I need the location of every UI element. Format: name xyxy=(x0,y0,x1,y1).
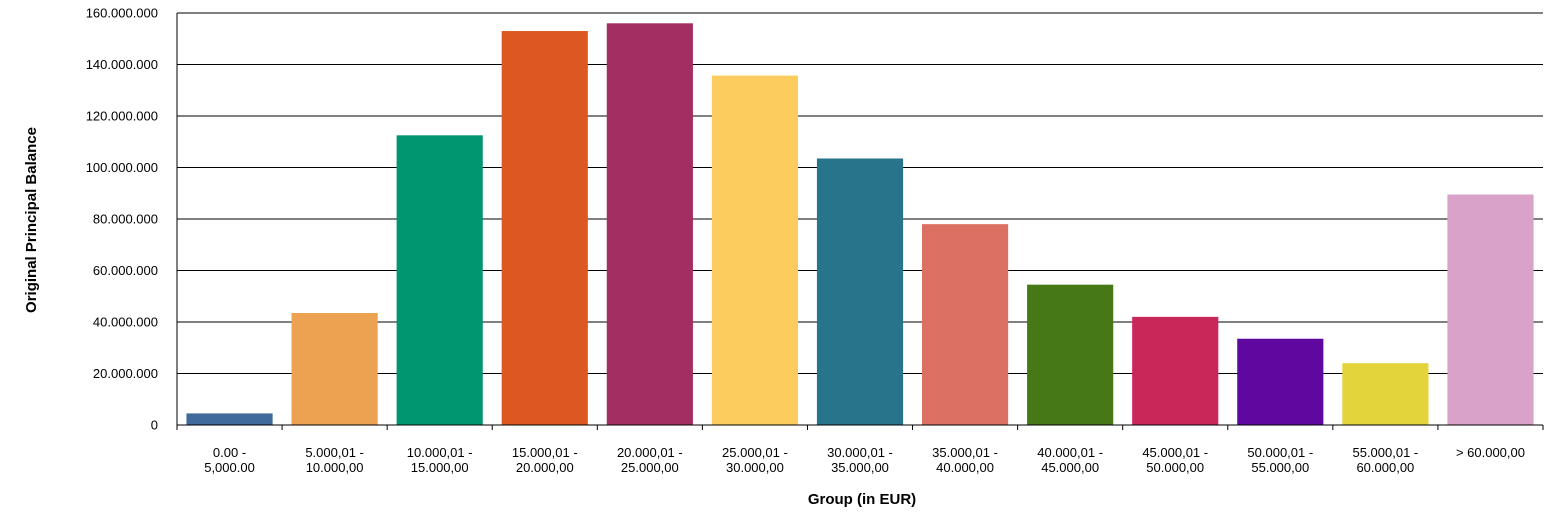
x-tick-labels: 0.00 -5,000.00 5.000,01 -10.000,00 10.000,… xyxy=(204,445,1525,475)
x-tick-label: 50.000,01 -55.000,00 xyxy=(1247,445,1313,475)
x-tick-label: 15.000,01 -20.000,00 xyxy=(512,445,578,475)
bars xyxy=(186,23,1534,426)
y-tick-label: 140.000.000 xyxy=(86,57,158,72)
y-tick-label: 120.000.000 xyxy=(86,109,158,124)
y-tick-label: 160.000.000 xyxy=(86,6,158,21)
x-axis-title: Group (in EUR) xyxy=(808,491,916,508)
y-tick-label: 60.000.000 xyxy=(93,263,158,278)
bar xyxy=(921,224,1009,425)
bar xyxy=(1027,284,1114,425)
y-tick-label: 40.000.000 xyxy=(93,315,158,330)
x-tick-label: 30.000,01 -35.000,00 xyxy=(827,445,893,475)
x-tick-label: 35.000,01 -40.000,00 xyxy=(932,445,998,475)
y-tick-label: 100.000.000 xyxy=(86,160,158,175)
bar xyxy=(501,31,588,426)
y-tick-labels: 0 20.000.000 40.000.000 60.000.000 80.000.00… xyxy=(86,6,158,433)
bar xyxy=(396,135,483,425)
bar xyxy=(816,158,904,426)
x-tick-label: 10.000,01 -15.000,00 xyxy=(407,445,473,475)
axes xyxy=(176,13,1544,430)
bar xyxy=(291,312,378,425)
bar xyxy=(711,75,799,425)
x-tick-label: 55.000,01 -60.000,00 xyxy=(1352,445,1418,475)
x-tick-label: 40.000,01 -45.000,00 xyxy=(1037,445,1103,475)
y-axis-title: Original Principal Balance xyxy=(23,127,40,313)
bar xyxy=(1342,363,1429,425)
x-tick-label: 0.00 -5,000.00 xyxy=(204,445,255,475)
y-tick-label: 80.000.000 xyxy=(93,212,158,227)
bar xyxy=(606,23,693,426)
x-tick-label: 25.000,01 -30.000,00 xyxy=(722,445,788,475)
x-tick-label: 45.000,01 -50.000,00 xyxy=(1142,445,1208,475)
x-tick-label: 20.000,01 -25.000,00 xyxy=(617,445,683,475)
bar xyxy=(1447,194,1534,425)
bar xyxy=(186,413,273,425)
y-tick-label: 0 xyxy=(151,418,158,433)
bar xyxy=(1237,338,1324,425)
bar xyxy=(1132,316,1219,425)
x-tick-label: > 60.000,00 xyxy=(1456,445,1525,460)
x-tick-label: 5.000,01 -10.000,00 xyxy=(305,445,364,475)
y-tick-label: 20.000.000 xyxy=(93,366,158,381)
